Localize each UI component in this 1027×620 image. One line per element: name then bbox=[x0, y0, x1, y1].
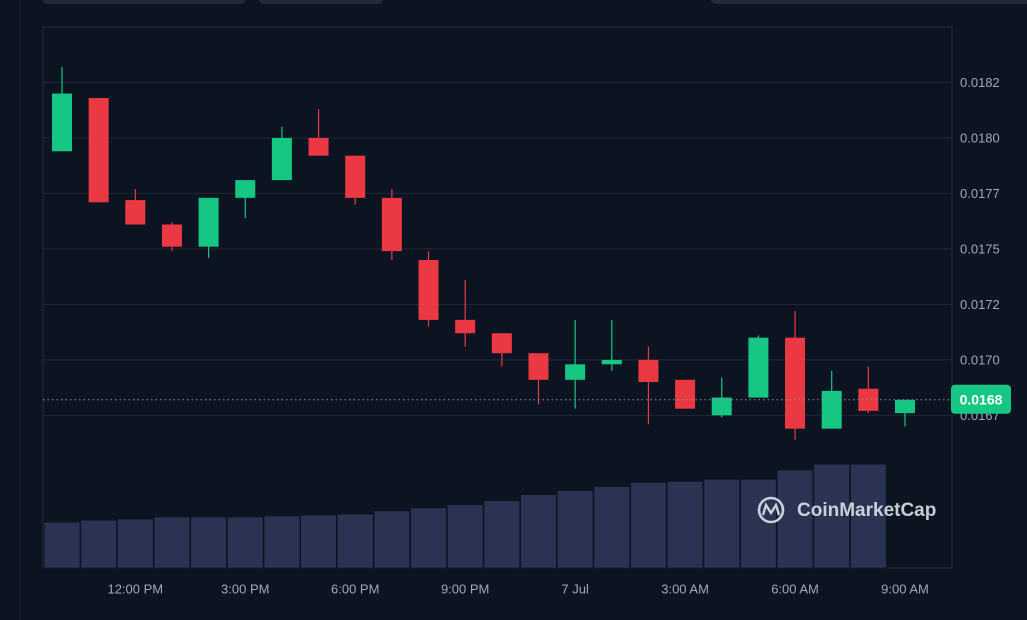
volume-bar bbox=[483, 500, 520, 569]
volume-bar bbox=[776, 469, 814, 569]
volume-bar bbox=[813, 463, 850, 569]
volume-bar bbox=[373, 510, 410, 569]
candle-layer bbox=[52, 66, 915, 440]
y-tick-label: 0.0177 bbox=[960, 186, 1000, 201]
volume-bar bbox=[447, 504, 484, 569]
candle-body bbox=[381, 197, 402, 252]
candle-body bbox=[638, 359, 659, 383]
candle-body bbox=[748, 337, 769, 398]
volume-bar bbox=[850, 463, 887, 569]
y-tick-label: 0.0172 bbox=[960, 297, 1000, 312]
candle-body bbox=[858, 388, 879, 411]
candle-body bbox=[308, 137, 329, 156]
volume-bar bbox=[300, 514, 337, 569]
last-price-badge bbox=[951, 384, 1011, 414]
candle-body bbox=[675, 379, 696, 409]
candle-body bbox=[52, 93, 72, 152]
axis-layer: 0.01670.01700.01720.01750.01770.01800.01… bbox=[43, 75, 1011, 596]
x-tick-label: 3:00 PM bbox=[221, 581, 269, 596]
volume-bar bbox=[227, 516, 264, 569]
x-tick-label: 9:00 AM bbox=[881, 581, 929, 596]
volume-bar bbox=[337, 513, 374, 569]
candle-body bbox=[528, 353, 549, 380]
volume-bar bbox=[557, 490, 594, 569]
candle-body bbox=[88, 98, 109, 203]
y-tick-label: 0.0170 bbox=[960, 352, 1000, 367]
candle-body bbox=[455, 319, 476, 334]
candle-body bbox=[785, 337, 806, 429]
x-tick-label: 6:00 AM bbox=[771, 581, 819, 596]
volume-bar bbox=[190, 516, 227, 569]
watermark-logo bbox=[757, 496, 785, 524]
candle-body bbox=[198, 197, 219, 247]
volume-bar bbox=[153, 516, 191, 569]
volume-bar bbox=[43, 521, 81, 569]
x-tick-label: 6:00 PM bbox=[331, 581, 379, 596]
candle-body bbox=[235, 180, 256, 198]
y-tick-label: 0.0175 bbox=[960, 241, 1000, 256]
candle-body bbox=[821, 390, 842, 429]
candle-body bbox=[711, 397, 732, 416]
last-price-label: 0.0168 bbox=[960, 392, 1003, 408]
y-tick-label: 0.0182 bbox=[960, 75, 1000, 90]
volume-bar bbox=[666, 481, 704, 569]
volume-bar bbox=[593, 486, 630, 569]
watermark-text: CoinMarketCap bbox=[797, 500, 936, 521]
x-tick-label: 7 Jul bbox=[561, 581, 589, 596]
candle-body bbox=[491, 333, 512, 354]
volume-bar bbox=[740, 479, 777, 569]
volume-bar bbox=[520, 494, 557, 569]
volume-bar bbox=[630, 482, 667, 569]
toolbar-button[interactable] bbox=[259, 0, 383, 4]
x-tick-label: 3:00 AM bbox=[661, 581, 709, 596]
candle-body bbox=[125, 200, 146, 225]
candle-body bbox=[601, 359, 622, 365]
volume-bar bbox=[263, 515, 301, 569]
watermark: CoinMarketCap bbox=[757, 496, 936, 524]
candle-body bbox=[345, 155, 366, 198]
candle-body bbox=[418, 260, 439, 320]
volume-bar bbox=[703, 479, 740, 569]
toolbar-button[interactable] bbox=[42, 0, 246, 4]
volume-bar bbox=[410, 507, 447, 569]
toolbar-button[interactable] bbox=[711, 0, 1027, 4]
volume-bar bbox=[117, 518, 154, 569]
candle-body bbox=[565, 364, 586, 380]
y-tick-label: 0.0180 bbox=[960, 130, 1000, 145]
volume-bar bbox=[80, 519, 117, 569]
candle-body bbox=[895, 399, 915, 414]
candle-body bbox=[161, 224, 182, 247]
x-tick-label: 9:00 PM bbox=[441, 581, 489, 596]
watermark-logo-mark bbox=[761, 502, 781, 516]
x-tick-label: 12:00 PM bbox=[107, 581, 163, 596]
candle-body bbox=[271, 137, 292, 181]
volume-layer bbox=[43, 463, 887, 569]
